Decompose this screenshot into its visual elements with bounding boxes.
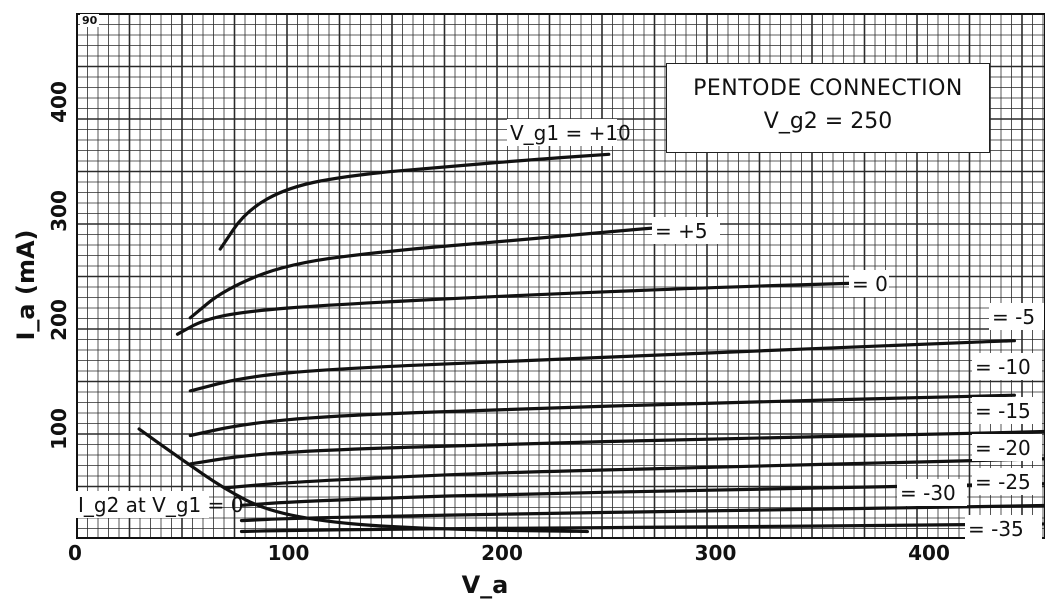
curve-label-bg	[652, 217, 720, 244]
curve-label: = -30	[900, 481, 956, 505]
curve-label-bg	[972, 353, 1042, 380]
x-tick-label: 0	[68, 541, 82, 565]
curve-label-bg	[989, 303, 1044, 330]
curve-8	[239, 503, 1045, 523]
y-tick-label: 300	[47, 190, 71, 232]
y-tick-label: 400	[47, 81, 71, 123]
figure-number: 90	[80, 14, 100, 27]
curve-label: = -5	[992, 305, 1035, 329]
chart-curves	[137, 152, 1045, 534]
curve-0	[218, 152, 611, 251]
curve-label-bg	[897, 479, 967, 506]
curve-label-bg	[507, 119, 617, 146]
x-tick-label: 200	[481, 541, 523, 565]
curve-1	[188, 225, 664, 320]
curve-2	[175, 281, 867, 336]
chart-title-box: PENTODE CONNECTION V_g2 = 250	[666, 63, 990, 153]
curve-label: = -20	[975, 436, 1031, 460]
curve-10	[137, 427, 589, 534]
curve-5	[188, 429, 1045, 466]
chart-subtitle: V_g2 = 250	[667, 109, 989, 134]
y-axis-label: I_a (mA)	[12, 230, 40, 341]
y-tick-label: 200	[47, 299, 71, 341]
chart-curve-labels: V_g1 = +10 = +5 = 0 = -5 = -10 = -15 = -20 = -2…	[75, 119, 1044, 542]
chart-title: PENTODE CONNECTION	[693, 76, 963, 101]
x-axis-label: V_a	[462, 571, 509, 599]
y-tick-label: 100	[47, 408, 71, 450]
curve-4	[188, 393, 1016, 438]
curve-6	[222, 457, 1045, 490]
curve-label: = -35	[968, 517, 1024, 541]
curve-label: = +5	[655, 219, 708, 243]
curve-label-bg	[972, 434, 1042, 461]
curve-label: = -10	[975, 355, 1031, 379]
curve-label: = 0	[852, 272, 888, 296]
x-tick-label: 300	[695, 541, 737, 565]
curve-label-bg	[849, 270, 889, 297]
curve-label: V_g1 = +10	[510, 121, 631, 145]
subtitle-text: V_g2 = 250	[763, 109, 893, 134]
curve-label: = -25	[975, 470, 1031, 494]
curve-label-bg	[75, 491, 209, 518]
curve-label-bg	[965, 515, 1042, 542]
curve-label: I_g2 at V_g1 = 0	[78, 493, 243, 517]
curve-label-bg	[972, 397, 1042, 424]
curve-label-bg	[972, 468, 1042, 495]
chart-tick-labels: 0 100 200 300 400 100 200 300 400	[47, 81, 950, 565]
curve-3	[188, 339, 1016, 393]
x-tick-label: 400	[908, 541, 950, 565]
x-tick-label: 100	[268, 541, 310, 565]
plot-frame	[76, 13, 1045, 539]
curve-label: = -15	[975, 399, 1031, 423]
curve-9	[239, 522, 1045, 534]
